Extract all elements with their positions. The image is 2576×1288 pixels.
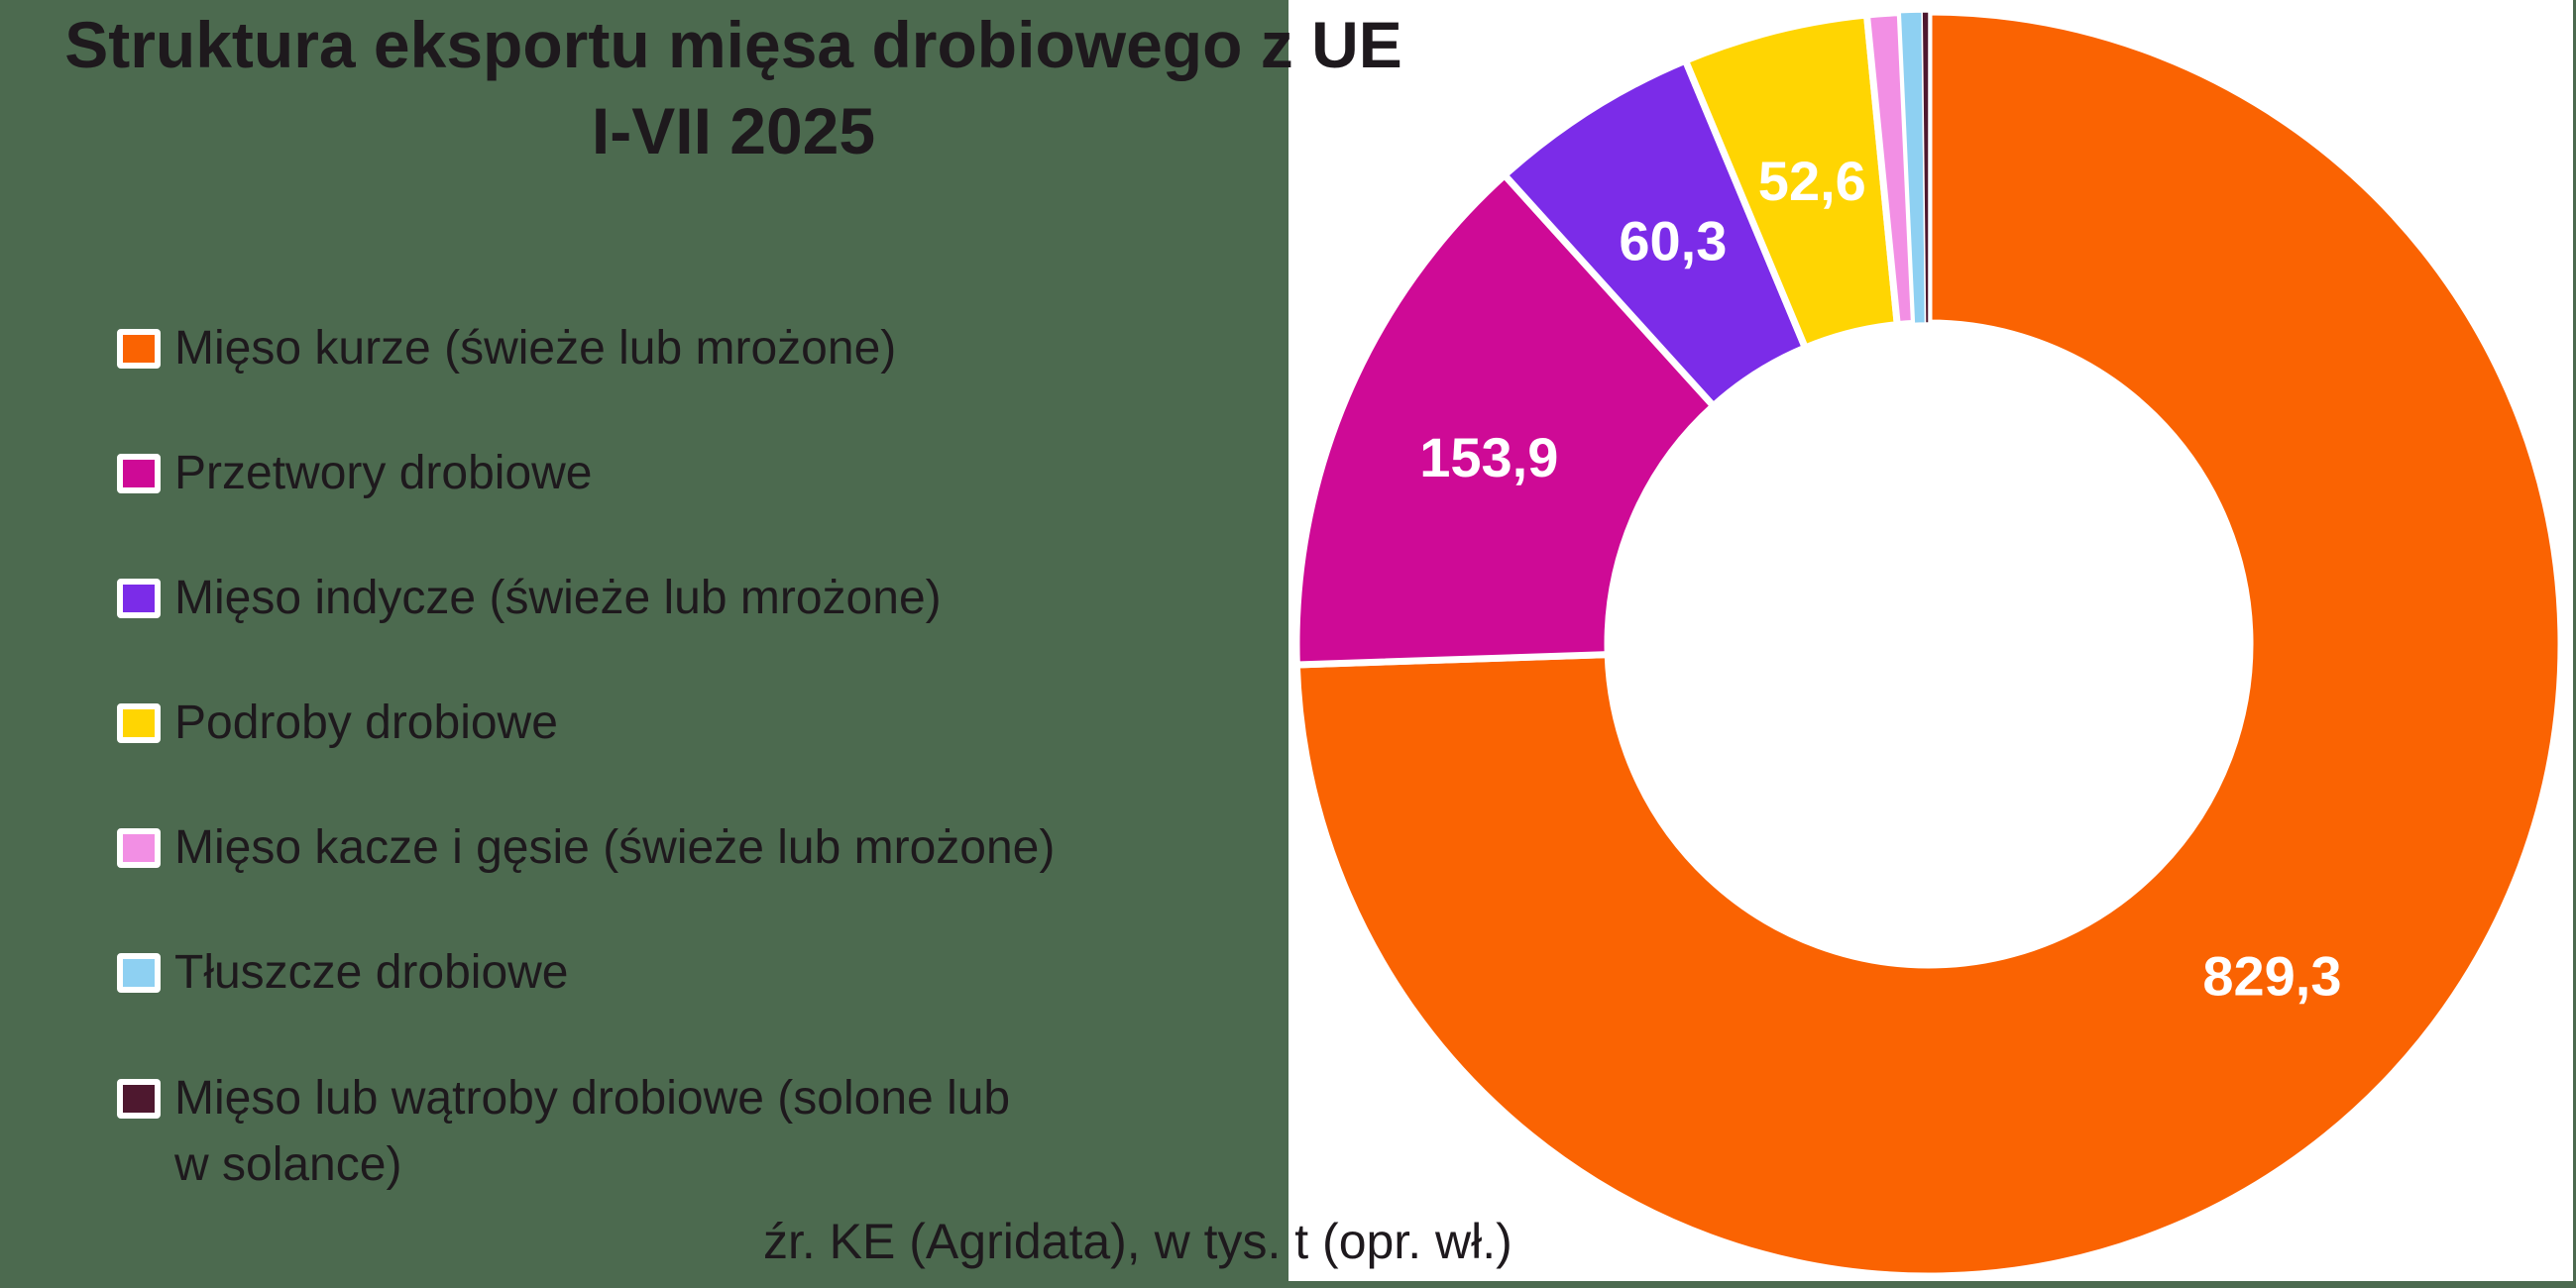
legend-item-3: Podroby drobiowe [117,661,1055,786]
chart-title: Struktura eksportu mięsa drobiowego z UE… [0,2,1467,174]
chart-title-line2: I-VII 2025 [591,94,876,168]
legend-item-label: Mięso kacze i gęsie (świeże lub mrożone) [174,821,1056,875]
legend-item-label: Mięso lub wątroby drobiowe (solone lub w… [174,1072,1011,1192]
chart-legend: Mięso kurze (świeże lub mrożone) Przetwor… [117,286,1055,1198]
legend-item-label: Mięso indycze (świeże lub mrożone) [174,572,942,625]
slice-value-label: 153,9 [1419,426,1558,488]
slice-value-label: 829,3 [2202,945,2341,1008]
legend-item-4: Mięso kacze i gęsie (świeże lub mrożone) [117,786,1055,911]
slice-value-label: 52,6 [1758,150,1866,212]
legend-swatch-icon [117,703,161,743]
legend-item-label: Podroby drobiowe [174,697,558,750]
legend-item-label: Przetwory drobiowe [174,447,593,500]
legend-item-0: Mięso kurze (świeże lub mrożone) [117,286,1055,411]
legend-item-label: Mięso kurze (świeże lub mrożone) [174,322,897,376]
legend-item-1: Przetwory drobiowe [117,411,1055,536]
pie-slice-6 [1921,11,1930,324]
legend-swatch-icon [117,1079,161,1119]
pie-slice-1 [1292,171,1718,669]
legend-swatch-icon [117,579,161,618]
chart-title-line1: Struktura eksportu mięsa drobiowego z UE [64,8,1402,81]
source-note: źr. KE (Agridata), w tys. t (opr. wł.) [763,1214,1512,1269]
legend-item-5: Tłuszcze drobiowe [117,911,1055,1035]
legend-swatch-icon [117,953,161,993]
slice-value-label: 60,3 [1619,209,1727,271]
legend-item-6: Mięso lub wątroby drobiowe (solone lub w… [117,1035,1055,1198]
legend-item-label: Tłuszcze drobiowe [174,946,569,1000]
legend-swatch-icon [117,329,161,369]
pie-slice-0 [1292,8,2565,1280]
legend-item-2: Mięso indycze (świeże lub mrożone) [117,536,1055,661]
legend-swatch-icon [117,454,161,493]
legend-swatch-icon [117,828,161,868]
